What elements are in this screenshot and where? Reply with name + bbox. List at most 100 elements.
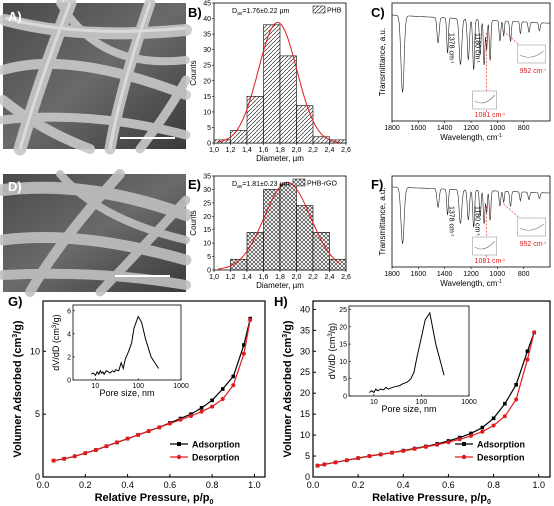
y-tick-label: 25 (203, 63, 211, 70)
inset-y-tick-label: 0 (67, 378, 71, 385)
x-tick-label: 0.2 (79, 480, 92, 490)
x-tick-label: 2,6 (341, 274, 351, 281)
isotherm-g: 0.0 0.2 0.4 0.6 0.8 1.0 0 5 10 Relative Pressure,… (12, 300, 266, 506)
desorption-point (231, 383, 236, 388)
histogram-bar (329, 258, 347, 271)
desorption-point (491, 423, 496, 428)
desorption-point (220, 397, 225, 402)
peak-annotation: 1081 cm-1 (475, 257, 506, 265)
desorption-point (178, 417, 183, 422)
desorption-point (157, 425, 162, 430)
x-axis-label: Wavelength, cm-1 (440, 133, 502, 142)
desorption-point (446, 440, 451, 445)
y-tick-label: 10 (300, 430, 310, 440)
peak-annotation: 952 cm-1 (520, 67, 547, 75)
x-axis-label: Relative Pressure, p/p0 (372, 492, 491, 506)
desorption-point (189, 414, 193, 419)
desorption-point (315, 463, 320, 468)
inset-x-axis-label: Pore size, nm (99, 388, 154, 398)
y-axis-label: Counts (189, 60, 198, 85)
y-tick-label: 5 (207, 254, 211, 261)
histogram-bar (329, 139, 347, 144)
x-tick-label: 2,2 (308, 147, 318, 154)
desorption-point (356, 456, 361, 461)
fit-curve (218, 181, 341, 270)
x-tick-label: 1,4 (242, 274, 252, 281)
y-tick-label: 30 (203, 47, 211, 54)
peak-annotation: 1081 cm-1 (475, 111, 506, 119)
x-axis-label: Diameter, µm (256, 281, 304, 290)
adsorption-point (199, 406, 204, 410)
x-tick-label: 800 (518, 271, 530, 278)
desorption-point (146, 429, 151, 434)
panel-label-f: F) (371, 177, 383, 192)
inset-frame (348, 305, 470, 397)
adsorption-point (231, 374, 236, 379)
y-tick-label: 15 (300, 409, 310, 419)
x-tick-label: 1400 (437, 125, 453, 132)
peak-marker (503, 30, 522, 48)
desorption-point (401, 449, 406, 454)
y-tick-label: 20 (203, 78, 211, 85)
peak-annotation: 1180 cm-1 (474, 206, 482, 237)
legend-swatch (312, 5, 326, 14)
x-tick-label: 1200 (463, 271, 479, 278)
x-tick-label: 2,2 (308, 274, 318, 281)
x-axis-label: Relative Pressure, p/p0 (95, 492, 214, 506)
inset-curve (519, 50, 544, 58)
ftir-spectrum-c: 1800 1600 1400 1200 1000 800 Wavelength, cm-1 T… (378, 2, 551, 142)
desorption-point (514, 397, 519, 402)
legend-label: Desorption (477, 453, 525, 463)
y-tick-label: 10 (203, 241, 211, 248)
y-tick-label: 5 (207, 125, 211, 132)
annotation: Dav=1.81±0.23 µm (232, 181, 289, 190)
desorption-point (199, 409, 204, 414)
adsorption-point (210, 398, 214, 403)
inset-box (517, 44, 546, 64)
desorption-point (390, 450, 394, 455)
y-axis-label: Volumer Adsorbed (cm3/g) (282, 320, 294, 457)
desorption-point (412, 446, 417, 451)
desorption-point (435, 442, 440, 447)
desorption-point (241, 351, 246, 356)
x-tick-label: 2,4 (325, 147, 335, 154)
histogram-e: 1,0 1,2 1,4 1,6 1,8 2,0 2,2 2,4 2,6 0 5 10 15 20 25 30 3… (189, 174, 351, 291)
peak-annotation: 1378 cm-1 (448, 33, 456, 64)
spectrum-line (392, 186, 550, 245)
peak-annotation: 1378 cm-1 (448, 206, 456, 237)
desorption-point (502, 414, 507, 419)
y-tick-label: 15 (203, 227, 211, 234)
x-tick-label: 1200 (463, 125, 479, 132)
y-tick-label: 45 (203, 1, 211, 8)
plot-frame (312, 300, 551, 478)
x-tick-label: 0.4 (121, 480, 134, 490)
y-tick-label: 0 (207, 141, 211, 148)
y-tick-label: 25 (300, 367, 310, 377)
inset-box (517, 217, 546, 237)
x-tick-label: 2,6 (341, 147, 351, 154)
desorption-point (469, 433, 473, 438)
desorption-point (167, 421, 172, 426)
x-tick-label: 1800 (384, 125, 400, 132)
legend-marker (462, 442, 466, 446)
peak-annotation: 1180 cm-1 (474, 33, 482, 64)
y-tick-label: 30 (203, 187, 211, 194)
y-tick-label: 40 (203, 16, 211, 23)
y-axis-label: Counts (189, 210, 198, 235)
inset-y-tick-label: 4 (67, 331, 71, 338)
inset-y-tick-label: 6 (67, 308, 71, 315)
legend-swatch (292, 178, 306, 187)
x-tick-label: 1,0 (209, 274, 219, 281)
desorption-point (136, 432, 141, 437)
adsorption-point (491, 416, 496, 421)
x-tick-label: 1,8 (275, 274, 285, 281)
x-tick-label: 1,6 (259, 147, 269, 154)
panel-label-b: B) (188, 5, 202, 20)
inset-y-tick-label: 5 (343, 376, 347, 383)
y-tick-label: 25 (203, 200, 211, 207)
inset-y-tick-label: 2 (67, 354, 71, 361)
y-tick-label: 40 (300, 304, 310, 314)
legend-label: Adsorption (192, 440, 240, 450)
inset-y-tick-label: 20 (339, 324, 347, 331)
x-tick-label: 0.2 (352, 480, 365, 490)
